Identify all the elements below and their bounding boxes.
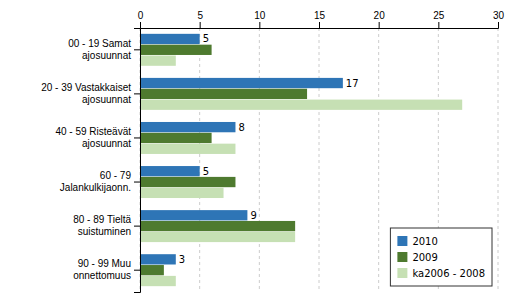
x-axis: 0 5 10 15 20 25 30 xyxy=(138,10,505,29)
series xyxy=(140,45,307,276)
data-label: 9 xyxy=(250,210,256,221)
bar xyxy=(140,232,295,242)
bar xyxy=(140,265,164,275)
legend-swatch xyxy=(397,268,407,278)
grid-line xyxy=(199,28,200,292)
tick: 25 xyxy=(433,10,445,28)
tick-label: 00 - 19 Samatajosuunnat xyxy=(68,38,131,61)
tick-label: 10 xyxy=(254,10,266,21)
bar xyxy=(140,100,462,110)
tick: 80 - 89 Tieltäsuistuminen xyxy=(73,214,140,237)
tick-mark xyxy=(134,270,140,271)
y-axis: 00 - 19 Samatajosuunnat 20 - 39 Vastakkai… xyxy=(41,29,140,293)
tick-mark xyxy=(134,182,140,183)
tick: 0 xyxy=(138,10,144,28)
bar xyxy=(140,254,176,264)
axis-line xyxy=(134,29,141,293)
tick-label: 60 - 79Jalankulkijaonn. xyxy=(60,170,132,193)
bar xyxy=(140,166,200,176)
legend-item: ka2006 - 2008 xyxy=(397,268,485,279)
axis-line xyxy=(141,22,499,29)
grid-line xyxy=(498,28,499,292)
bar xyxy=(140,144,235,154)
plot: 0 5 10 15 20 25 30 00 - 19 Samatajosuunnat 20 - … xyxy=(41,10,504,293)
tick-mark xyxy=(438,22,439,28)
legend-box xyxy=(390,228,492,286)
data-label: 8 xyxy=(238,122,244,133)
tick: 15 xyxy=(314,10,326,28)
chart: 0 5 10 15 20 25 30 00 - 19 Samatajosuunnat 20 - … xyxy=(0,0,520,300)
tick-mark xyxy=(134,226,140,227)
bar xyxy=(140,188,224,198)
legend-item: 2010 xyxy=(397,236,437,247)
bar xyxy=(140,89,307,99)
tick-mark xyxy=(140,22,141,28)
tick-mark xyxy=(134,137,140,138)
tick-mark xyxy=(319,22,320,28)
tick-label: 30 xyxy=(493,10,505,21)
tick: 90 - 99 Muuonnettomuus xyxy=(73,258,140,281)
grid xyxy=(140,28,498,292)
tick-label: 80 - 89 Tieltäsuistuminen xyxy=(73,214,131,237)
tick-label: 40 - 59 Risteävätajosuunnat xyxy=(55,126,131,149)
bar xyxy=(140,56,176,66)
tick-label: 90 - 99 Muuonnettomuus xyxy=(73,258,131,281)
series xyxy=(140,34,343,265)
tick: 00 - 19 Samatajosuunnat xyxy=(68,38,140,61)
bar xyxy=(140,221,295,231)
bar xyxy=(140,210,247,220)
tick: 40 - 59 Risteävätajosuunnat xyxy=(55,126,140,149)
tick-mark xyxy=(134,49,140,50)
grid-line xyxy=(319,28,320,292)
grid-line xyxy=(259,28,260,292)
bar xyxy=(140,78,343,88)
data-label: 5 xyxy=(203,33,209,44)
tick-mark xyxy=(259,22,260,28)
bar xyxy=(140,45,212,55)
legend-label: ka2006 - 2008 xyxy=(412,268,485,279)
bar xyxy=(140,133,212,143)
tick: 20 - 39 Vastakkaisetajosuunnat xyxy=(41,82,140,105)
tick-mark xyxy=(200,22,201,28)
legend-label: 2009 xyxy=(412,252,437,263)
tick-label: 0 xyxy=(138,10,144,21)
tick: 30 xyxy=(493,10,505,28)
tick-mark xyxy=(379,22,380,28)
bar xyxy=(140,34,200,44)
tick-label: 15 xyxy=(314,10,326,21)
tick: 60 - 79Jalankulkijaonn. xyxy=(60,170,140,193)
legend-swatch xyxy=(397,236,407,246)
tick-label: 20 xyxy=(374,10,386,21)
tick-label: 5 xyxy=(197,10,203,21)
series xyxy=(140,56,462,287)
data-label: 3 xyxy=(179,254,185,265)
tick-mark xyxy=(134,93,140,94)
legend-label: 2010 xyxy=(412,236,437,247)
tick: 20 xyxy=(374,10,386,28)
tick: 5 xyxy=(197,10,203,28)
grid-line xyxy=(378,28,379,292)
data-label: 5 xyxy=(203,166,209,177)
tick-label: 25 xyxy=(433,10,445,21)
data-label: 17 xyxy=(346,78,359,89)
bar xyxy=(140,177,235,187)
bar xyxy=(140,276,176,286)
legend-swatch xyxy=(397,252,407,262)
legend-item: 2009 xyxy=(397,252,437,263)
bar xyxy=(140,122,235,132)
tick-label: 20 - 39 Vastakkaisetajosuunnat xyxy=(41,82,131,105)
tick-mark xyxy=(498,22,499,28)
tick: 10 xyxy=(254,10,266,28)
data-labels: 5 17 8 5 9 3 xyxy=(179,33,359,264)
legend: 2010 2009 ka2006 - 2008 xyxy=(390,228,492,286)
